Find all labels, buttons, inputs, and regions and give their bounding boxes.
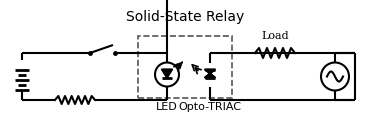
Text: LED: LED xyxy=(156,102,178,112)
Text: Solid-State Relay: Solid-State Relay xyxy=(126,10,244,24)
Polygon shape xyxy=(205,74,215,78)
Polygon shape xyxy=(205,70,215,74)
Text: Load: Load xyxy=(261,31,289,41)
Text: Opto-TRIAC: Opto-TRIAC xyxy=(179,102,242,112)
Polygon shape xyxy=(162,70,172,78)
